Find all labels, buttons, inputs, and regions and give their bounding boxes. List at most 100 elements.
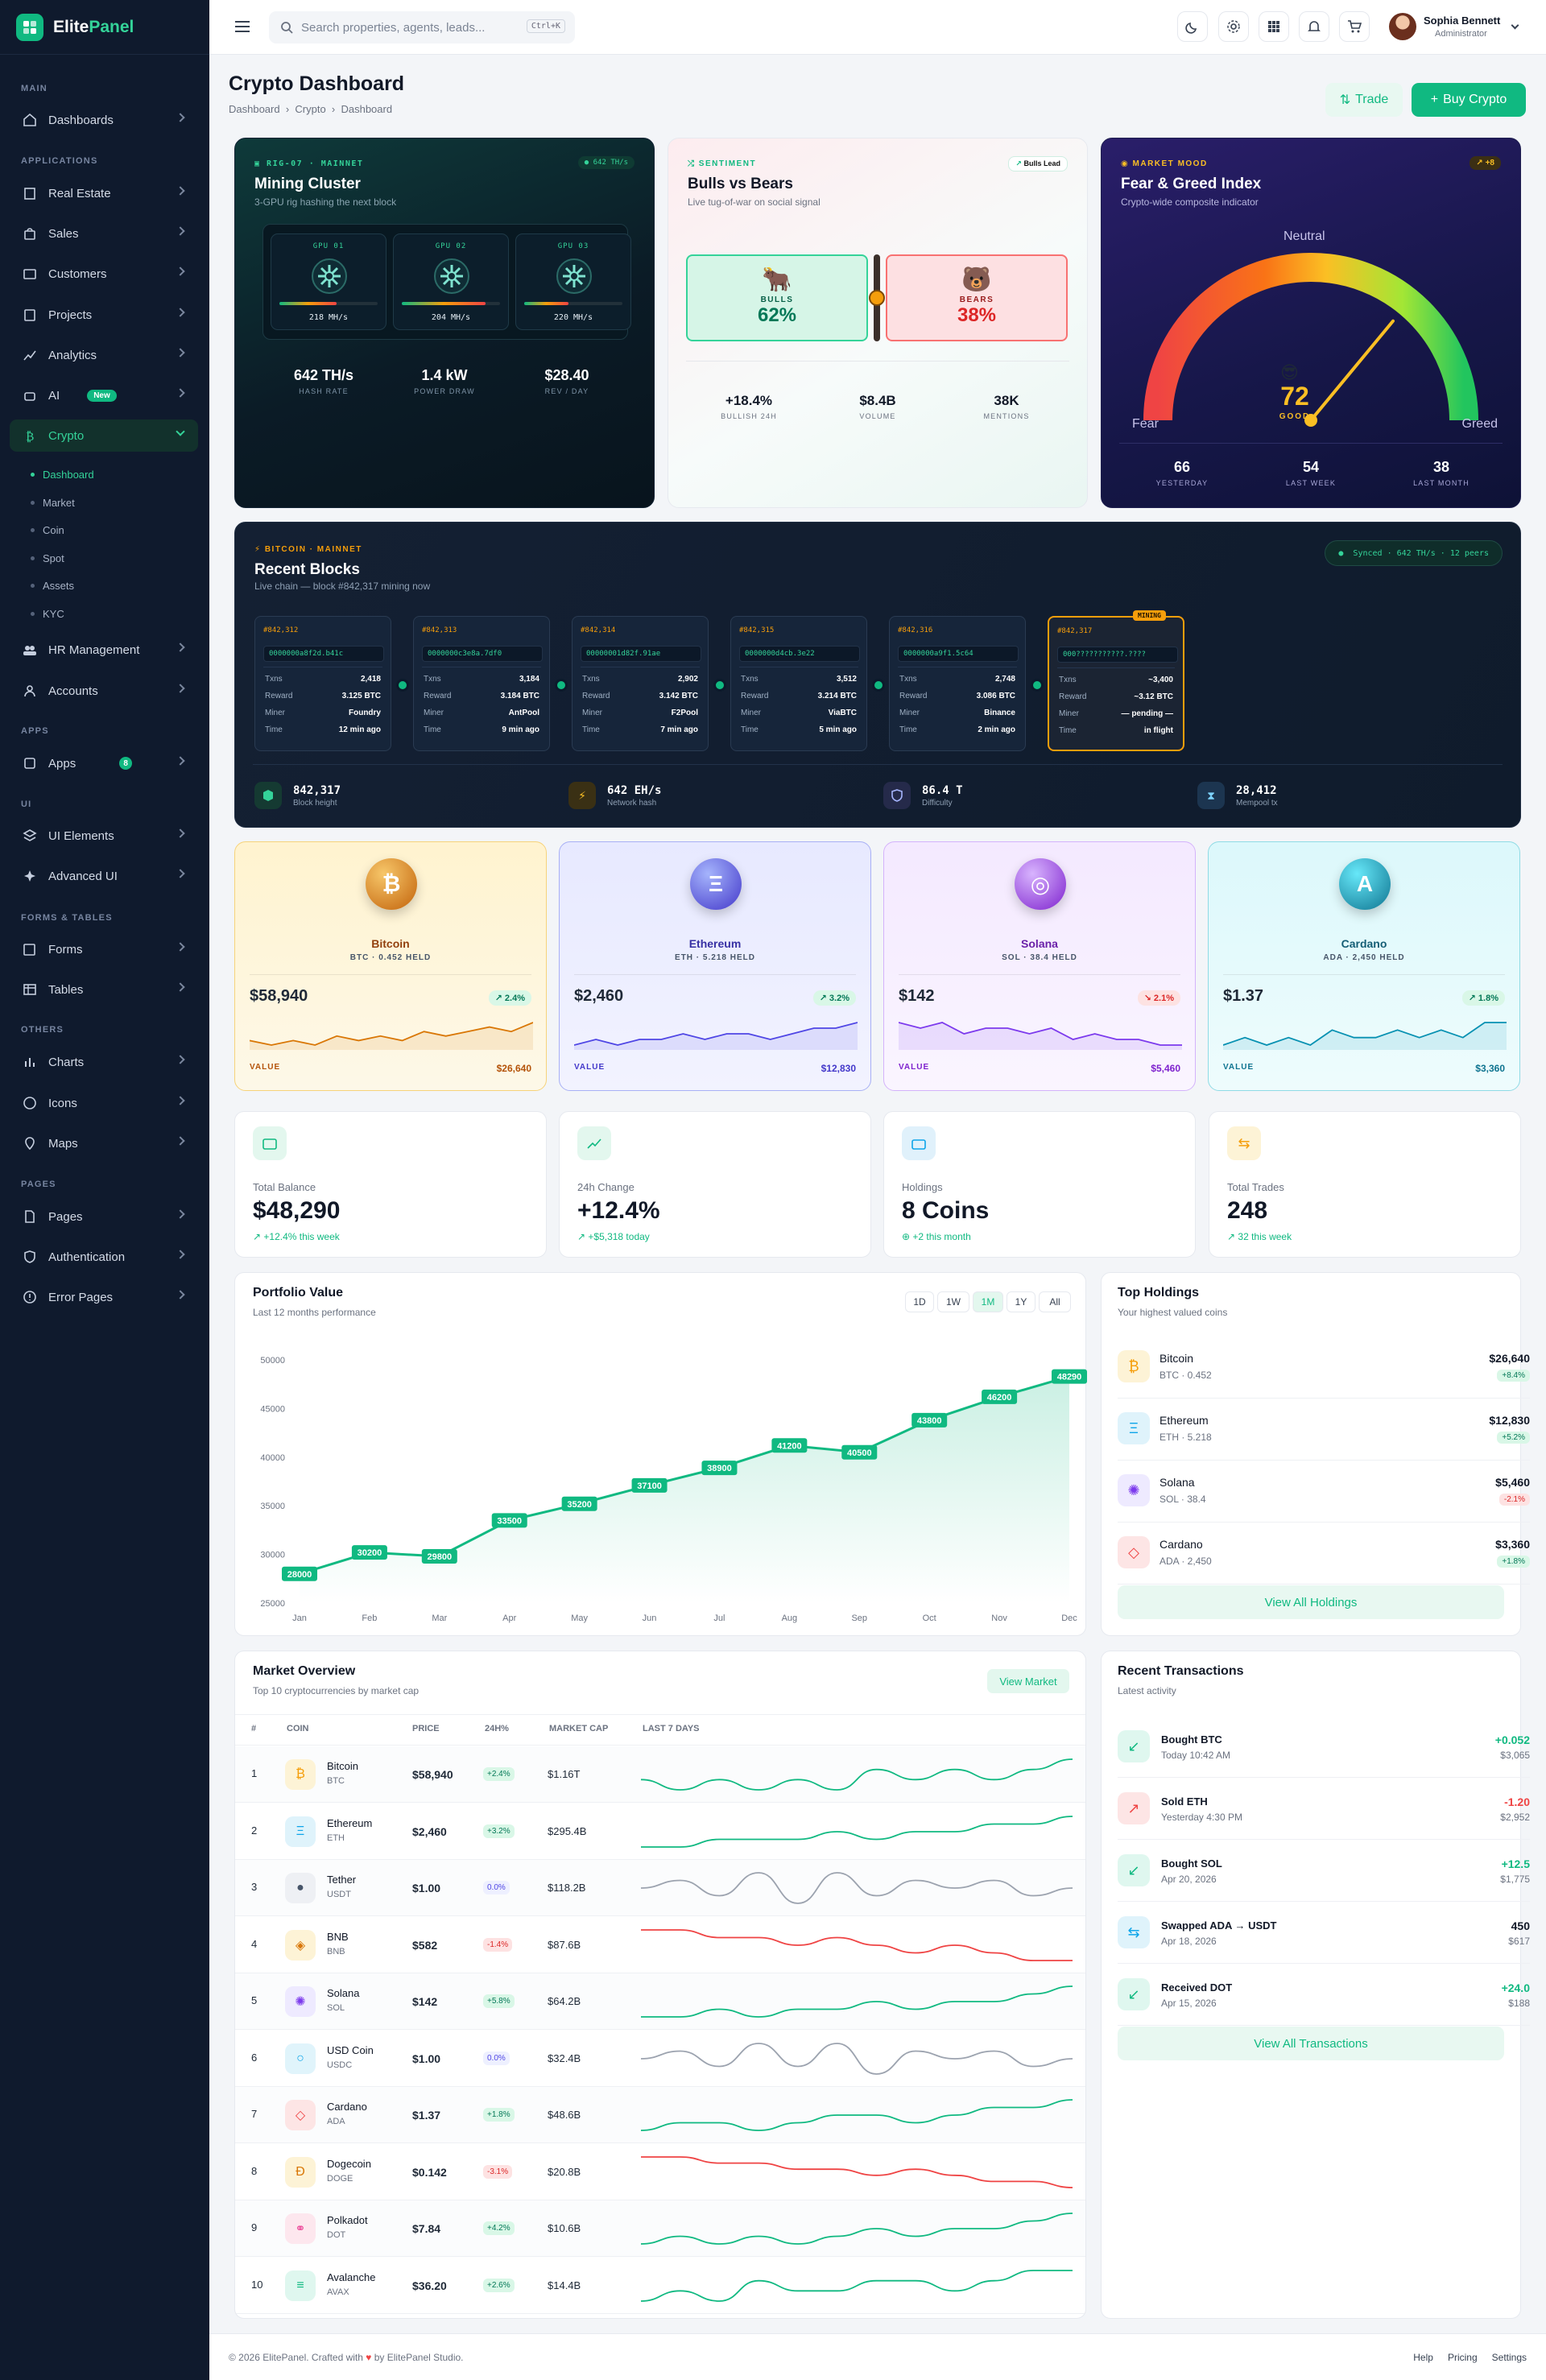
data-label-text: 30200	[358, 1548, 382, 1558]
sidebar-item-pages[interactable]: Pages	[10, 1200, 198, 1233]
block-card[interactable]: #842,313 0000000c3e8a.7df0 Txns 3,184 Reward…	[413, 616, 550, 751]
market-row[interactable]: 5 ✺ Solana SOL $142 +5.8% $64.2B	[235, 1973, 1085, 2030]
sidebar-sub-coin[interactable]: Coin	[31, 524, 64, 536]
coin-card-solana[interactable]: ◎ Solana SOL · 38.4 HELD $142 ↘ 2.1% VALUE $5,…	[883, 841, 1196, 1091]
chevron-right-icon	[176, 308, 185, 317]
footer-link-settings[interactable]: Settings	[1491, 2352, 1527, 2363]
sidebar-item-projects[interactable]: Projects	[10, 299, 198, 331]
transaction-row[interactable]: ↗ Sold ETH Yesterday 4:30 PM -1.20 $2,952	[1118, 1778, 1530, 1840]
sidebar-item-crypto[interactable]: ₿ Crypto	[10, 419, 198, 452]
block-card[interactable]: #842,317 000???????????.???? Txns ~3,400 Rew…	[1048, 610, 1184, 751]
range-1d[interactable]: 1D	[905, 1291, 934, 1312]
transaction-row[interactable]: ↙ Received DOT Apr 15, 2026 +24.0 $188	[1118, 1964, 1530, 2026]
coin-sparkline	[1223, 1022, 1507, 1050]
view-market-button[interactable]: View Market	[987, 1669, 1069, 1693]
range-1m[interactable]: 1M	[973, 1291, 1003, 1312]
sidebar-item-error-pages[interactable]: Error Pages	[10, 1281, 198, 1313]
block-txns-row: Txns 2,902	[582, 675, 698, 684]
holding-row[interactable]: Ξ Ethereum ETH · 5.218 $12,830 +5.2%	[1118, 1399, 1530, 1461]
market-row[interactable]: 4 ◈ BNB BNB $582 -1.4% $87.6B	[235, 1917, 1085, 1973]
cart-button[interactable]	[1339, 11, 1370, 42]
block-card[interactable]: #842,314 00000001d82f.91ae Txns 2,902 Reward…	[572, 616, 709, 751]
sidebar-sub-dashboard[interactable]: Dashboard	[31, 469, 94, 481]
search-input[interactable]: Search properties, agents, leads... Ctrl…	[269, 11, 575, 43]
transaction-row[interactable]: ↙ Bought SOL Apr 20, 2026 +12.5 $1,775	[1118, 1840, 1530, 1902]
block-height: #842,312	[263, 626, 299, 634]
sidebar-item-maps[interactable]: Maps	[10, 1127, 198, 1159]
sidebar-item-dashboards[interactable]: Dashboards	[10, 104, 198, 136]
block-card[interactable]: #842,316 0000000a9f1.5c64 Txns 2,748 Reward 3…	[889, 616, 1026, 751]
trade-button[interactable]: ⇅ Trade	[1325, 83, 1403, 117]
sidebar-item-icons[interactable]: Icons	[10, 1087, 198, 1119]
sidebar-sub-spot[interactable]: Spot	[31, 552, 64, 564]
row-value: 9 min ago	[502, 725, 539, 734]
market-row[interactable]: 9 ⚭ Polkadot DOT $7.84 +4.2% $10.6B	[235, 2200, 1085, 2257]
market-row[interactable]: 2 Ξ Ethereum ETH $2,460 +3.2% $295.4B	[235, 1804, 1085, 1860]
building-icon	[24, 188, 35, 200]
buy-crypto-button[interactable]: + Buy Crypto	[1412, 83, 1526, 117]
brand[interactable]: ElitePanel	[0, 0, 209, 55]
sidebar-item-customers[interactable]: Customers	[10, 258, 198, 290]
sidebar-sub-market[interactable]: Market	[31, 497, 75, 509]
sidebar-sub-kyc[interactable]: KYC	[31, 608, 64, 620]
transaction-row[interactable]: ⇆ Swapped ADA → USDT Apr 18, 2026 450 $617	[1118, 1902, 1530, 1964]
theme-toggle-button[interactable]	[1177, 11, 1208, 42]
user-name[interactable]: Sophia Bennett	[1424, 14, 1501, 27]
menu-toggle-icon[interactable]	[235, 21, 250, 32]
sidebar-item-charts[interactable]: Charts	[10, 1046, 198, 1078]
view-all-holdings-button[interactable]: View All Holdings	[1118, 1585, 1504, 1619]
view-all-transactions-button[interactable]: View All Transactions	[1118, 2027, 1504, 2060]
holding-row[interactable]: ◇ Cardano ADA · 2,450 $3,360 +1.8%	[1118, 1523, 1530, 1585]
sidebar-item-hr[interactable]: HR Management	[10, 634, 198, 666]
block-card[interactable]: #842,315 0000000d4cb.3e22 Txns 3,512 Reward 3…	[730, 616, 867, 751]
range-all[interactable]: All	[1039, 1291, 1071, 1312]
chevron-right-icon	[176, 982, 185, 992]
sidebar-item-apps[interactable]: Apps 8	[10, 747, 198, 779]
data-label: 28000	[282, 1566, 317, 1581]
row-label: Reward	[899, 692, 928, 700]
sidebar-item-advanced-ui[interactable]: Advanced UI	[10, 860, 198, 892]
footer-link-help[interactable]: Help	[1413, 2352, 1433, 2363]
block-card[interactable]: #842,312 0000000a8f2d.b41c Txns 2,418 Reward…	[254, 616, 391, 751]
range-1y[interactable]: 1Y	[1007, 1291, 1035, 1312]
market-row[interactable]: 6 ○ USD Coin USDC $1.00 0.0% $32.4B	[235, 2031, 1085, 2087]
sidebar-item-sales[interactable]: Sales	[10, 217, 198, 250]
transaction-row[interactable]: ↙ Bought BTC Today 10:42 AM +0.052 $3,065	[1118, 1716, 1530, 1778]
market-row[interactable]: 8 Ð Dogecoin DOGE $0.142 -3.1% $20.8B	[235, 2144, 1085, 2200]
market-row[interactable]: 7 ◇ Cardano ADA $1.37 +1.8% $48.6B	[235, 2087, 1085, 2143]
sidebar-item-analytics[interactable]: Analytics	[10, 339, 198, 371]
row-value: 2,902	[677, 675, 698, 684]
row-sparkline	[641, 1758, 1073, 1791]
market-row[interactable]: 10 ≡ Avalanche AVAX $36.20 +2.6% $14.4B	[235, 2258, 1085, 2314]
market-row[interactable]: 1 ₿ Bitcoin BTC $58,940 +2.4% $1.16T	[235, 1746, 1085, 1803]
row-price: $1.00	[412, 1882, 441, 1894]
crumb-item[interactable]: Dashboard	[229, 103, 280, 115]
sidebar-item-forms[interactable]: Forms	[10, 933, 198, 965]
crumb-item[interactable]: Crypto	[295, 103, 326, 115]
sidebar-item-authentication[interactable]: Authentication	[10, 1241, 198, 1273]
sidebar-item-ui-elements[interactable]: UI Elements	[10, 820, 198, 852]
range-1w[interactable]: 1W	[937, 1291, 969, 1312]
coin-card-bitcoin[interactable]: ₿ Bitcoin BTC · 0.452 HELD $58,940 ↗ 2.4% VAL…	[234, 841, 547, 1091]
market-row[interactable]: 3 ● Tether USDT $1.00 0.0% $118.2B	[235, 1860, 1085, 1916]
holding-row[interactable]: ₿ Bitcoin BTC · 0.452 $26,640 +8.4%	[1118, 1337, 1530, 1399]
x-tick-label: Aug	[782, 1614, 798, 1623]
coin-card-cardano[interactable]: A Cardano ADA · 2,450 HELD $1.37 ↗ 1.8% VALUE…	[1208, 841, 1520, 1091]
footer-link-pricing[interactable]: Pricing	[1447, 2352, 1478, 2363]
sidebar-item-accounts[interactable]: Accounts	[10, 675, 198, 707]
sidebar-label: Apps	[48, 756, 76, 771]
apps-grid-button[interactable]	[1259, 11, 1289, 42]
sidebar-item-ai[interactable]: AI New	[10, 379, 198, 411]
sidebar-item-real-estate[interactable]: Real Estate	[10, 177, 198, 209]
coin-card-ethereum[interactable]: Ξ Ethereum ETH · 5.218 HELD $2,460 ↗ 3.2% VAL…	[559, 841, 871, 1091]
settings-button[interactable]	[1218, 11, 1249, 42]
holding-row[interactable]: ✺ Solana SOL · 38.4 $5,460 -2.1%	[1118, 1461, 1530, 1523]
avatar[interactable]	[1389, 13, 1416, 40]
chevron-down-icon[interactable]	[1511, 21, 1519, 30]
notifications-button[interactable]	[1299, 11, 1329, 42]
sidebar-sub-assets[interactable]: Assets	[31, 580, 74, 592]
gauge-arc	[1143, 253, 1478, 421]
swap-icon: ⇆	[1118, 1916, 1150, 1948]
row-sparkline	[641, 2155, 1073, 2188]
sidebar-item-tables[interactable]: Tables	[10, 973, 198, 1006]
